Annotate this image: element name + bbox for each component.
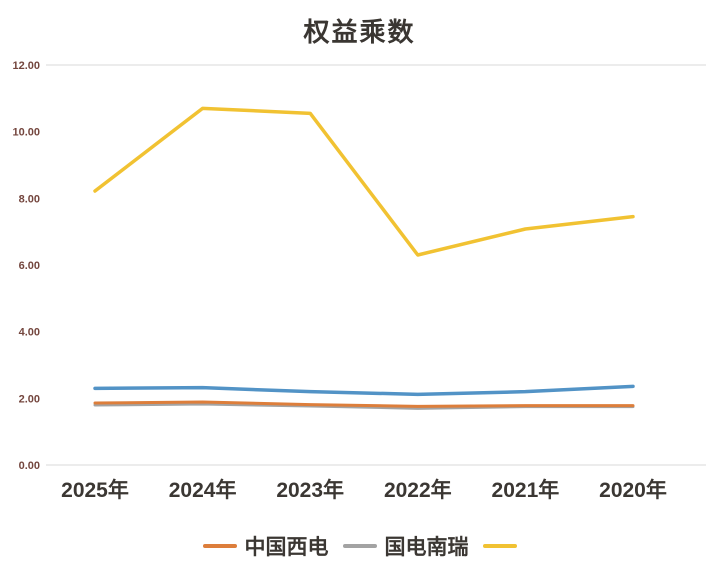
legend-line-marker-icon bbox=[202, 544, 237, 548]
plot-area: 12.00 10.00 8.00 6.00 4.00 2.00 0.00 2025年 2024年… bbox=[12, 60, 706, 502]
legend-item bbox=[482, 544, 517, 548]
y-axis-tick-label: 6.00 bbox=[19, 260, 40, 272]
y-axis-tick-label: 8.00 bbox=[19, 193, 40, 205]
x-axis-tick-label: 2023年 bbox=[276, 478, 344, 502]
legend-line-marker-icon bbox=[342, 544, 377, 548]
series-line-中国西电 bbox=[93, 400, 635, 408]
legend-label: 中国西电 bbox=[244, 536, 329, 559]
x-axis-tick-label: 2024年 bbox=[169, 478, 237, 502]
x-axis-tick-label: 2021年 bbox=[492, 478, 560, 502]
x-axis-tick-label: 2022年 bbox=[384, 478, 452, 502]
y-axis-tick-label: 12.00 bbox=[12, 60, 40, 72]
y-axis-tick-label: 4.00 bbox=[19, 327, 40, 339]
legend-item: 中国西电 bbox=[202, 531, 329, 561]
series-line-F1C232 bbox=[93, 106, 635, 257]
y-axis-tick-label: 10.00 bbox=[12, 127, 40, 139]
chart-legend: 中国西电 国电南瑞 bbox=[0, 531, 719, 561]
x-axis-tick-label: 2020年 bbox=[599, 478, 667, 502]
legend-item: 国电南瑞 bbox=[342, 531, 469, 561]
x-axis-tick-label: 2025年 bbox=[61, 478, 129, 502]
legend-line-marker-icon bbox=[482, 544, 517, 548]
legend-label: 国电南瑞 bbox=[384, 536, 469, 559]
y-axis-tick-label: 2.00 bbox=[19, 393, 40, 405]
chart-title: 权益乘数 bbox=[303, 17, 416, 47]
y-axis-tick-label: 0.00 bbox=[19, 460, 40, 472]
series-line-5293C6 bbox=[93, 384, 635, 397]
